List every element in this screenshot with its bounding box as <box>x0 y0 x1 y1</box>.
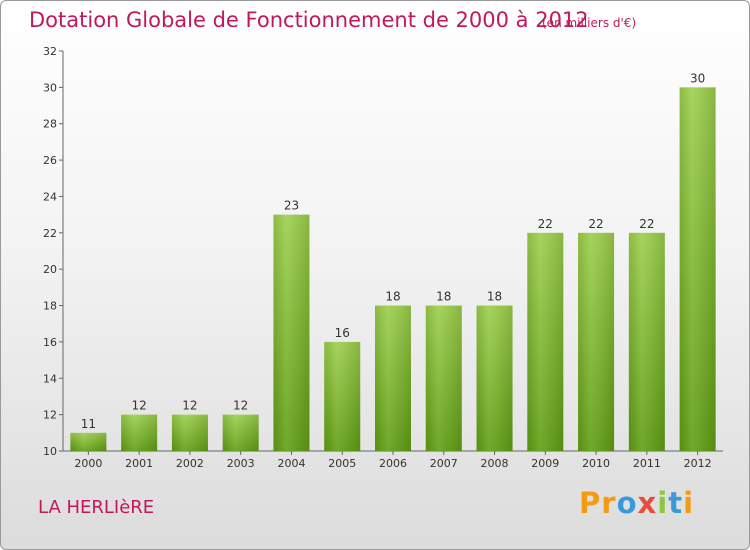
y-tick-label: 30 <box>43 81 57 94</box>
data-label: 12 <box>132 399 147 413</box>
bar-shade <box>70 432 107 451</box>
bar-shade <box>578 232 615 451</box>
bar-shade <box>476 305 513 451</box>
y-tick-label: 22 <box>43 227 57 240</box>
labels: 11 2000 12 2001 12 2002 12 2003 23 2004 16 2005 18 20… <box>74 71 711 470</box>
y-tick-label: 18 <box>43 300 57 313</box>
y-tick-label: 24 <box>43 190 57 203</box>
data-label: 30 <box>690 71 705 85</box>
data-label: 12 <box>182 399 197 413</box>
data-label: 16 <box>335 326 350 340</box>
x-tick-label: 2008 <box>481 457 509 470</box>
data-label: 11 <box>81 417 96 431</box>
commune-name: LA HERLIèRE <box>38 497 155 518</box>
logo-letter: i <box>683 486 695 520</box>
x-tick-label: 2001 <box>125 457 153 470</box>
chart-subtitle: (en milliers d'€) <box>542 16 637 30</box>
y-tick-label: 12 <box>43 409 57 422</box>
logo-letter: o <box>616 486 638 520</box>
y-tick-label: 10 <box>43 445 57 458</box>
proxiti-logo[interactable]: Proxiti <box>579 486 694 520</box>
data-label: 23 <box>284 199 299 213</box>
data-label: 18 <box>487 290 502 304</box>
logo-letter: r <box>601 486 617 520</box>
data-label: 22 <box>588 217 603 231</box>
y-tick-label: 16 <box>43 336 57 349</box>
bar-shade <box>425 305 462 451</box>
bar-shade <box>628 232 665 451</box>
x-tick-label: 2010 <box>582 457 610 470</box>
x-tick-label: 2003 <box>227 457 255 470</box>
x-tick-label: 2004 <box>277 457 305 470</box>
logo-letter: x <box>637 486 658 520</box>
y-tick-label: 20 <box>43 263 57 276</box>
x-tick-label: 2011 <box>633 457 661 470</box>
bar-shade <box>679 87 716 451</box>
bar-shade <box>527 232 564 451</box>
x-tick-label: 2012 <box>684 457 712 470</box>
data-label: 18 <box>385 290 400 304</box>
data-label: 12 <box>233 399 248 413</box>
x-tick-label: 2005 <box>328 457 356 470</box>
data-label: 22 <box>639 217 654 231</box>
y-tick-label: 32 <box>43 45 57 58</box>
logo-letter: t <box>668 486 684 520</box>
bar-shade <box>121 414 158 451</box>
bar-shade <box>324 341 361 451</box>
x-tick-label: 2009 <box>531 457 559 470</box>
chart-title: Dotation Globale de Fonctionnement de 20… <box>29 8 589 32</box>
x-tick-label: 2002 <box>176 457 204 470</box>
y-tick-label: 26 <box>43 154 57 167</box>
logo-letter: i <box>657 486 669 520</box>
data-label: 22 <box>538 217 553 231</box>
x-tick-label: 2006 <box>379 457 407 470</box>
x-tick-label: 2007 <box>430 457 458 470</box>
logo-letter: P <box>579 486 602 520</box>
bar-shade <box>222 414 259 451</box>
bar-shade <box>273 214 310 451</box>
y-tick-label: 14 <box>43 372 57 385</box>
y-tick-label: 28 <box>43 118 57 131</box>
bar-shade <box>171 414 208 451</box>
bar-shade <box>375 305 411 451</box>
data-label: 18 <box>436 290 451 304</box>
axes: 10 12 14 16 18 20 22 24 26 28 30 32 <box>43 45 723 458</box>
bars <box>70 87 716 451</box>
x-tick-label: 2000 <box>74 457 102 470</box>
